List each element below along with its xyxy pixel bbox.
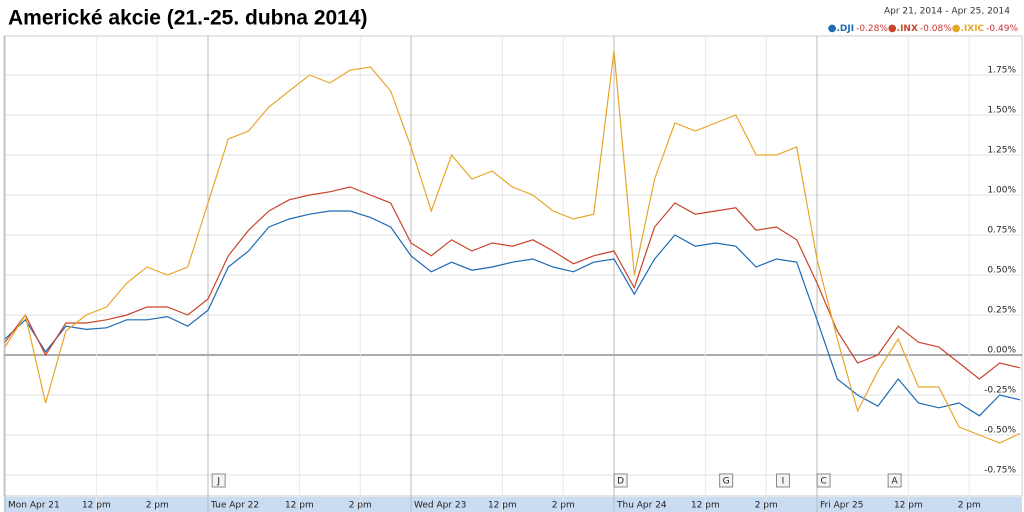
x-tick-label: Mon Apr 21 <box>8 501 60 511</box>
y-tick-label: -0.50% <box>984 426 1016 436</box>
legend-marker: ● <box>828 23 837 34</box>
y-tick-label: -0.25% <box>984 386 1016 396</box>
y-tick-label: -0.75% <box>984 466 1016 476</box>
x-tick-label: Wed Apr 23 <box>414 501 466 511</box>
event-flag <box>887 473 902 488</box>
legend-change: -0.49% <box>986 24 1018 34</box>
event-label: I <box>782 477 785 487</box>
date-range: Apr 21, 2014 - Apr 25, 2014 <box>884 7 1010 17</box>
y-tick-label: 1.50% <box>987 106 1016 116</box>
plot-frame <box>3 35 1023 497</box>
y-tick-label: 1.75% <box>987 66 1016 76</box>
x-tick-label: Tue Apr 22 <box>210 501 259 511</box>
y-tick-label: 1.00% <box>987 186 1016 196</box>
x-tick-label: 2 pm <box>552 501 575 511</box>
legend-name: .IXIC <box>960 24 984 34</box>
event-label: G <box>723 477 730 487</box>
legend-change: -0.08% <box>920 24 952 34</box>
x-axis-strip <box>4 497 1022 512</box>
event-label: C <box>820 477 826 487</box>
y-tick-label: 0.00% <box>987 346 1016 356</box>
legend-name: .DJI <box>836 24 854 34</box>
series-line <box>4 186 1021 380</box>
legend-name: .INX <box>897 24 918 34</box>
x-tick-label: Thu Apr 24 <box>616 501 667 511</box>
x-tick-label: 12 pm <box>894 501 923 511</box>
legend: ●.DJI -0.28%●.INX -0.08%●.IXIC -0.49% <box>828 23 1019 34</box>
chart-title: Americké akcie (21.-25. dubna 2014) <box>8 7 368 30</box>
legend-marker: ● <box>888 23 897 34</box>
legend-marker: ● <box>952 23 961 34</box>
event-label: J <box>216 477 220 487</box>
event-label: A <box>892 477 899 487</box>
series-line <box>4 50 1021 444</box>
x-tick-label: 2 pm <box>349 501 372 511</box>
x-tick-label: 12 pm <box>82 501 111 511</box>
y-tick-label: 0.25% <box>987 306 1016 316</box>
event-flag <box>816 473 831 488</box>
y-tick-label: 0.50% <box>987 266 1016 276</box>
x-tick-label: 12 pm <box>691 501 720 511</box>
event-label: D <box>617 477 624 487</box>
event-flag <box>719 473 734 488</box>
x-tick-label: 2 pm <box>958 501 981 511</box>
x-tick-label: 12 pm <box>285 501 314 511</box>
y-tick-label: 1.25% <box>987 146 1016 156</box>
legend-change: -0.28% <box>856 24 888 34</box>
x-tick-label: 2 pm <box>146 501 169 511</box>
event-flag <box>613 473 628 488</box>
x-tick-label: 2 pm <box>755 501 778 511</box>
y-tick-label: 0.75% <box>987 226 1016 236</box>
event-flag <box>211 473 226 488</box>
event-flag <box>775 473 790 488</box>
x-tick-label: 12 pm <box>488 501 517 511</box>
series-line <box>4 210 1021 417</box>
x-tick-label: Fri Apr 25 <box>820 501 863 511</box>
